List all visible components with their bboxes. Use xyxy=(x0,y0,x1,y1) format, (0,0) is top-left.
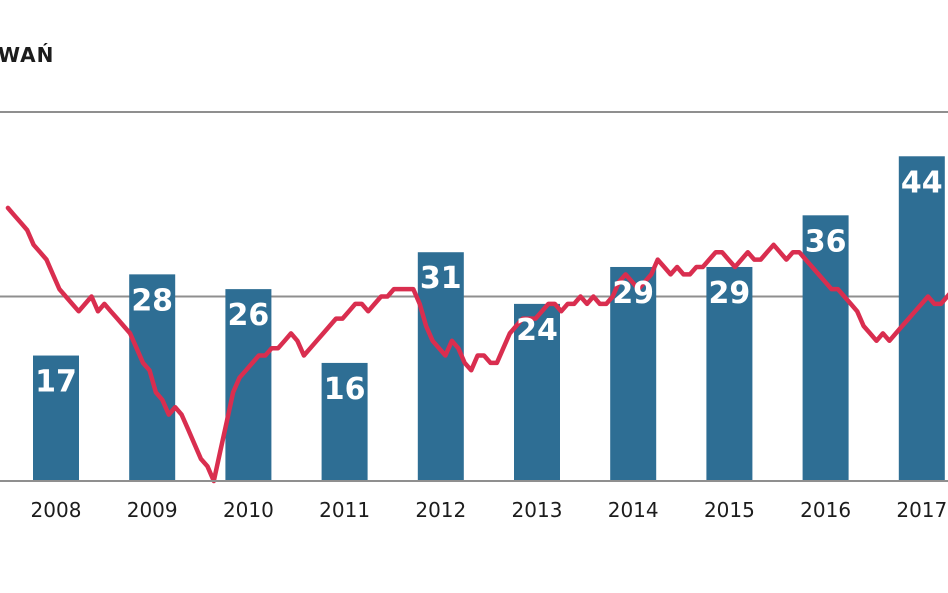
chart-title: WAŃ xyxy=(0,43,54,67)
bar-2012 xyxy=(417,252,464,481)
bar-2008 xyxy=(33,355,79,481)
tick-layer: 2008 2009 2010 2011 2012 2013 2014 2015 2016 2017 xyxy=(31,498,948,522)
x-tick-label-2017: 2017 xyxy=(896,498,947,522)
x-tick-label-2008: 2008 xyxy=(31,498,82,522)
bar-value-label-2014: 29 xyxy=(612,276,654,311)
x-tick-label-2010: 2010 xyxy=(223,498,274,522)
overlay-line-series xyxy=(5,205,948,484)
bar-2016 xyxy=(802,215,849,481)
bars-layer xyxy=(33,156,945,481)
bar-value-label-2012: 31 xyxy=(420,261,462,296)
bar-value-label-2017: 44 xyxy=(901,165,943,200)
x-tick-label-2014: 2014 xyxy=(608,498,659,522)
bar-2014 xyxy=(610,266,657,481)
bar-2013 xyxy=(514,303,560,481)
bar-value-label-2013: 24 xyxy=(516,313,558,348)
bar-2011 xyxy=(321,362,368,481)
bar-value-label-2011: 16 xyxy=(324,372,366,407)
x-tick-label-2013: 2013 xyxy=(512,498,563,522)
bar-2015 xyxy=(706,266,753,481)
x-tick-label-2012: 2012 xyxy=(415,498,466,522)
x-tick-label-2009: 2009 xyxy=(127,498,178,522)
bar-label-layer: 17 28 26 16 31 24 29 29 36 44 xyxy=(35,165,943,407)
x-tick-label-2016: 2016 xyxy=(800,498,851,522)
bar-value-label-2016: 36 xyxy=(805,224,847,259)
bar-2010 xyxy=(225,289,272,481)
bar-value-label-2010: 26 xyxy=(228,298,270,333)
bar-value-label-2009: 28 xyxy=(131,283,173,318)
bar-value-label-2008: 17 xyxy=(35,365,77,400)
x-tick-label-2015: 2015 xyxy=(704,498,755,522)
line-layer xyxy=(5,205,948,484)
bar-value-label-2015: 29 xyxy=(709,276,751,311)
x-tick-label-2011: 2011 xyxy=(319,498,370,522)
